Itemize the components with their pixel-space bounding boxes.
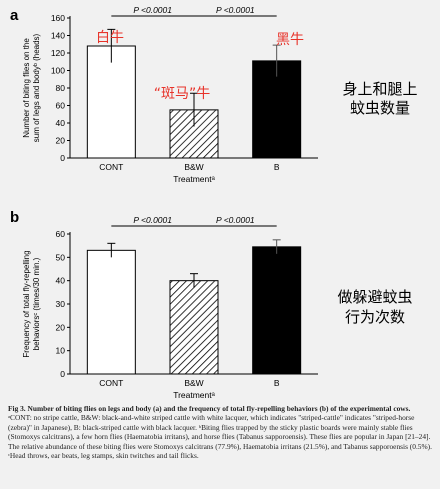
significance-label: P <0.0001	[216, 5, 255, 15]
panel-b-note-line2: 行为次数	[345, 308, 405, 326]
y-tick-label: 140	[51, 31, 65, 41]
panel-b-y-axis-label: Frequency of total fly-repellingbehavior…	[22, 250, 41, 357]
y-tick-label: 100	[51, 66, 65, 76]
y-tick-label: 20	[56, 136, 66, 146]
caption-heading: Fig 3. Number of biting flies on legs an…	[8, 404, 411, 413]
x-tick-label: B	[274, 162, 280, 172]
white-cow-annotation: 白牛	[96, 30, 124, 46]
bar-b	[252, 60, 302, 159]
panel-a-y-axis-label: Number of biting flies on thesum of legs…	[22, 33, 41, 142]
y-tick-label: 10	[56, 346, 66, 356]
panel-a-note-line1: 身上和腿上	[342, 80, 417, 98]
figure-caption: Fig 3. Number of biting flies on legs an…	[8, 404, 434, 460]
panel-b-label: b	[10, 209, 19, 226]
bar-cont	[86, 45, 136, 159]
y-tick-label: 160	[51, 13, 65, 23]
significance-label: P <0.0001	[133, 215, 172, 225]
y-tick-label: 80	[56, 83, 66, 93]
significance-label: P <0.0001	[133, 5, 172, 15]
y-tick-label: 20	[56, 322, 66, 332]
y-tick-label: 0	[60, 369, 65, 379]
y-tick-label: 60	[56, 101, 66, 111]
panel-a-label: a	[10, 7, 19, 24]
x-tick-label: B&W	[184, 378, 203, 388]
panel-b-x-axis-label: Treatmentᵃ	[173, 390, 215, 400]
y-tick-label: 40	[56, 276, 66, 286]
panel-a-chart: 0 20 40 60 80 100 120 140 160 CONT B&W B P <0.0001 P …	[51, 5, 318, 172]
striped-cow-annotation: “斑马”牛	[154, 86, 211, 102]
x-tick-label: B&W	[184, 162, 203, 172]
panel-b-chart: 0 10 20 30 40 50 60 CONT B&W B P <0.0001 P <0.0001	[56, 215, 318, 388]
black-cow-annotation: 黑牛	[276, 32, 304, 48]
y-tick-label: 50	[56, 252, 66, 262]
significance-label: P <0.0001	[216, 215, 255, 225]
panel-b-note-line1: 做躲避蚊虫	[337, 288, 412, 306]
caption-body: ᵃCONT: no stripe cattle, B&W: black-and-…	[8, 413, 432, 461]
panel-a-x-axis-label: Treatmentᵃ	[173, 174, 215, 184]
bar-cont	[86, 249, 136, 375]
y-tick-label: 0	[60, 153, 65, 163]
x-tick-label: CONT	[99, 162, 123, 172]
panel-a-note-line2: 蚊虫数量	[350, 99, 410, 117]
y-tick-label: 30	[56, 299, 66, 309]
bar-b	[252, 246, 302, 375]
y-tick-label: 60	[56, 229, 66, 239]
y-tick-label: 40	[56, 118, 66, 128]
x-tick-label: B	[274, 378, 280, 388]
y-tick-label: 120	[51, 48, 65, 58]
bar-bw	[169, 280, 219, 375]
x-tick-label: CONT	[99, 378, 123, 388]
